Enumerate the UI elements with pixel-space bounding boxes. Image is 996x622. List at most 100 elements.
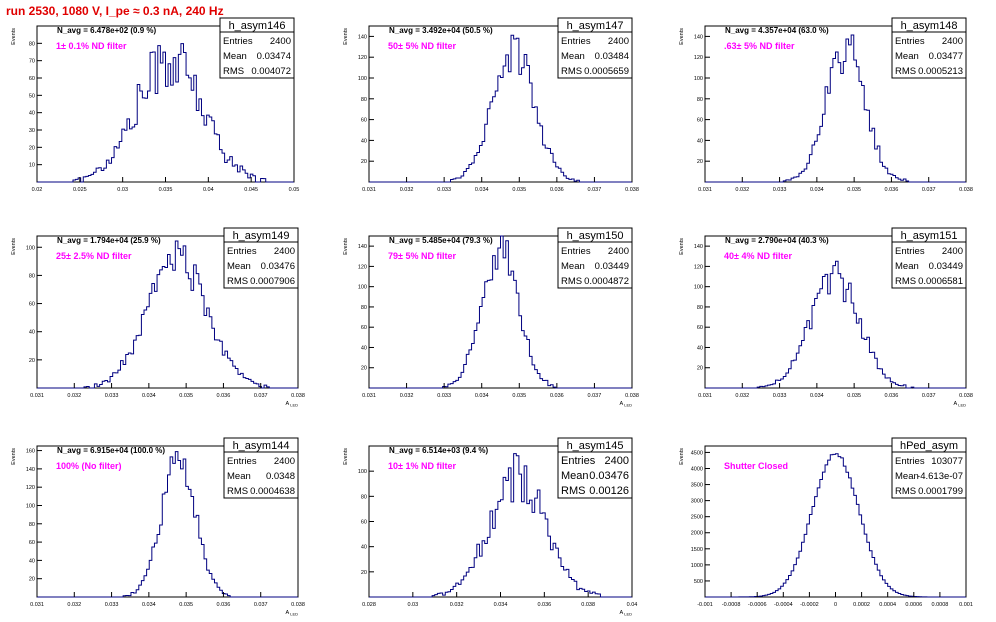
stats-label: Mean bbox=[895, 51, 919, 62]
histogram-line bbox=[369, 34, 632, 183]
y-tick-label: 20 bbox=[361, 366, 367, 372]
stats-label: Mean bbox=[895, 261, 919, 272]
stats-value: 103077 bbox=[931, 456, 963, 467]
stats-label: Entries bbox=[227, 246, 257, 257]
x-axis-label: ALED bbox=[954, 401, 967, 408]
y-axis-label: Events bbox=[11, 448, 17, 465]
stats-label: Mean bbox=[561, 470, 589, 482]
x-tick-label: 0.031 bbox=[30, 393, 44, 399]
y-axis-label: Events bbox=[11, 238, 17, 255]
stats-value: 0.03474 bbox=[257, 51, 291, 62]
y-tick-label: 100 bbox=[26, 245, 35, 251]
y-tick-label: 120 bbox=[358, 264, 367, 270]
x-tick-label: 0.033 bbox=[773, 187, 787, 193]
x-tick-label: 0.032 bbox=[67, 602, 81, 608]
stats-box bbox=[891, 227, 967, 289]
stats-label: RMS bbox=[561, 485, 585, 497]
y-tick-label: 100 bbox=[694, 76, 703, 82]
y-tick-label: 60 bbox=[697, 118, 703, 124]
histogram-panel-h_asym145: 0.028 0.03 0.032 0.034 0.036 0.038 0.04 20 40 60 8… bbox=[343, 437, 637, 617]
x-tick-label: 0.035 bbox=[159, 187, 173, 193]
stats-value: 2400 bbox=[608, 246, 629, 257]
filter-annotation: 1± 0.1% ND filter bbox=[56, 41, 127, 51]
y-tick-label: 30 bbox=[29, 128, 35, 134]
y-tick-label: 70 bbox=[29, 59, 35, 65]
x-axis-label: ALED bbox=[620, 401, 633, 408]
histogram-panel-h_asym150: 0.031 0.032 0.033 0.034 0.035 0.036 0.037 0.038… bbox=[343, 227, 639, 408]
stats-value: 0.03449 bbox=[929, 261, 963, 272]
filter-annotation: .63± 5% ND filter bbox=[724, 41, 795, 51]
y-tick-label: 80 bbox=[29, 522, 35, 528]
x-tick-label: 0.031 bbox=[698, 187, 712, 193]
stats-value: 0.03476 bbox=[589, 470, 629, 482]
x-tick-label: 0.037 bbox=[254, 602, 268, 608]
page-title: run 2530, 1080 V, I_pe ≈ 0.3 nA, 240 Hz bbox=[6, 4, 224, 18]
x-tick-label: 0.028 bbox=[362, 602, 376, 608]
y-tick-label: 60 bbox=[361, 325, 367, 331]
stats-label: Entries bbox=[895, 246, 925, 257]
y-axis-label: Events bbox=[343, 238, 349, 255]
y-tick-label: 40 bbox=[697, 345, 703, 351]
histogram-line bbox=[37, 240, 298, 389]
navg-label: N_avg = 5.485e+04 (79.3 %) bbox=[389, 236, 493, 245]
y-tick-label: 3500 bbox=[691, 483, 703, 489]
x-tick-label: 0.035 bbox=[179, 602, 193, 608]
plot-frame bbox=[704, 25, 967, 183]
x-tick-label: 0.0004 bbox=[879, 602, 896, 608]
x-axis-label: ALED bbox=[286, 401, 299, 408]
stats-label: Entries bbox=[895, 456, 925, 467]
stats-label: Mean bbox=[561, 51, 585, 62]
y-tick-label: 80 bbox=[361, 494, 367, 500]
y-tick-label: 40 bbox=[29, 111, 35, 117]
x-tick-label: 0.032 bbox=[450, 602, 464, 608]
x-tick-label: 0.035 bbox=[512, 187, 526, 193]
y-tick-label: 80 bbox=[29, 273, 35, 279]
filter-annotation: 40± 4% ND filter bbox=[724, 251, 792, 261]
stats-value: 2400 bbox=[270, 36, 291, 47]
y-tick-label: 40 bbox=[29, 558, 35, 564]
filter-annotation: 50± 5% ND filter bbox=[388, 41, 456, 51]
histogram-panel-h_asym148: 0.031 0.032 0.033 0.034 0.035 0.036 0.037 0.038… bbox=[679, 17, 973, 193]
x-tick-label: 0.0008 bbox=[931, 602, 948, 608]
x-tick-label: 0.033 bbox=[437, 187, 451, 193]
y-tick-label: 100 bbox=[358, 76, 367, 82]
stats-box bbox=[891, 17, 967, 79]
stats-value: 0.0004638 bbox=[250, 486, 295, 497]
histogram-name: h_asym145 bbox=[567, 440, 624, 452]
y-axis-label: Events bbox=[679, 28, 685, 45]
x-tick-label: 0.038 bbox=[959, 187, 973, 193]
navg-label: N_avg = 1.794e+04 (25.9 %) bbox=[57, 236, 161, 245]
histogram-name: h_asym149 bbox=[233, 230, 290, 242]
x-tick-label: 0.038 bbox=[291, 602, 305, 608]
stats-label: RMS bbox=[561, 276, 582, 287]
x-tick-label: 0.032 bbox=[67, 393, 81, 399]
stats-label: Mean bbox=[227, 471, 251, 482]
x-tick-label: 0.03 bbox=[407, 602, 418, 608]
x-axis-label: ALED bbox=[286, 610, 299, 617]
stats-box bbox=[223, 227, 299, 289]
y-tick-label: 140 bbox=[358, 244, 367, 250]
y-tick-label: 20 bbox=[29, 358, 35, 364]
navg-label: N_avg = 6.915e+04 (100.0 %) bbox=[57, 446, 165, 455]
y-tick-label: 100 bbox=[358, 285, 367, 291]
x-tick-label: 0.032 bbox=[735, 393, 749, 399]
x-tick-label: -0.0008 bbox=[722, 602, 741, 608]
x-tick-label: 0.036 bbox=[885, 393, 899, 399]
stats-label: Entries bbox=[227, 456, 257, 467]
x-tick-label: 0.037 bbox=[922, 393, 936, 399]
x-tick-label: 0.036 bbox=[885, 187, 899, 193]
stats-value: 0.00126 bbox=[589, 485, 629, 497]
x-tick-label: 0.035 bbox=[847, 393, 861, 399]
y-tick-label: 1000 bbox=[691, 563, 703, 569]
stats-box bbox=[891, 437, 967, 499]
y-tick-label: 20 bbox=[697, 366, 703, 372]
stats-label: Entries bbox=[223, 36, 253, 47]
stats-label: Mean bbox=[223, 51, 247, 62]
y-tick-label: 120 bbox=[26, 485, 35, 491]
y-tick-label: 20 bbox=[361, 159, 367, 165]
stats-label: Entries bbox=[561, 36, 591, 47]
plot-frame bbox=[36, 235, 299, 389]
histogram-panel-h_asym149: 0.031 0.032 0.033 0.034 0.035 0.036 0.037 0.038… bbox=[11, 227, 305, 408]
x-tick-label: 0 bbox=[834, 602, 837, 608]
histogram-panel-h_asym151: 0.031 0.032 0.033 0.034 0.035 0.036 0.037 0.038… bbox=[679, 227, 973, 408]
